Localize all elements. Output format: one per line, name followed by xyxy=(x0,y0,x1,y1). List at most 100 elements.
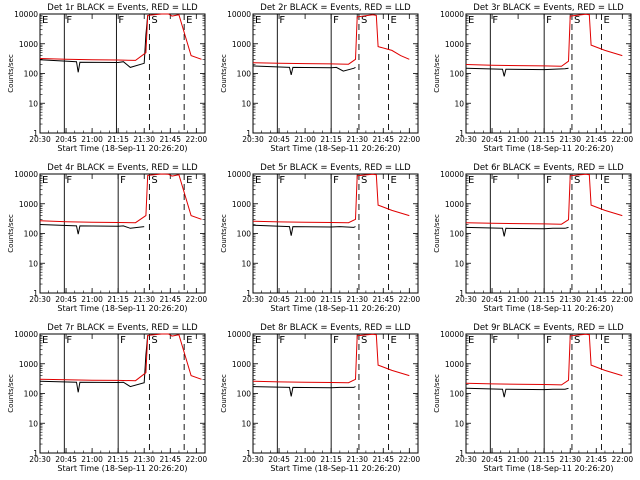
y-tick-label: 1 xyxy=(246,129,251,138)
panel-det-3: Det 3r BLACK = Events, RED = LLD 1 10 100 10… xyxy=(433,3,633,153)
x-tick-label: 20:30 xyxy=(455,455,477,464)
event-marker-label: F xyxy=(492,335,498,346)
event-marker-label: F xyxy=(66,175,72,186)
x-tick-label: 20:45 xyxy=(55,295,77,304)
event-marker-label: F xyxy=(66,335,72,346)
panel-det-1: Det 1r BLACK = Events, RED = LLD 1 10 100 10… xyxy=(7,3,207,153)
y-tick-label: 1 xyxy=(246,289,251,298)
x-tick-label: 21:45 xyxy=(372,295,394,304)
y-tick-label: 1000 xyxy=(19,360,38,369)
x-tick-label: 21:00 xyxy=(294,135,316,144)
event-marker-label: F xyxy=(279,175,285,186)
x-tick-label: 21:15 xyxy=(107,455,129,464)
y-tick-label: 1000 xyxy=(445,40,464,49)
x-tick-label: 21:45 xyxy=(159,295,181,304)
event-marker-label: F xyxy=(492,15,498,26)
panel-det-7: Det 7r BLACK = Events, RED = LLD 1 10 100 10… xyxy=(7,323,207,473)
x-tick-label: 22:00 xyxy=(399,455,421,464)
event-marker-label: S xyxy=(361,335,367,346)
x-axis-label: Start Time (18-Sep-11 20:26:20) xyxy=(270,464,400,473)
event-marker-label: S xyxy=(151,175,157,186)
series-lld-red xyxy=(465,173,623,225)
x-tick-label: 20:45 xyxy=(481,455,503,464)
y-tick-label: 10000 xyxy=(440,330,464,339)
y-tick-label: 10000 xyxy=(227,330,251,339)
x-axis-label: Start Time (18-Sep-11 20:26:20) xyxy=(57,144,187,153)
event-marker-label: S xyxy=(574,15,580,26)
y-tick-label: 10000 xyxy=(14,10,38,19)
series-lld-red xyxy=(252,173,410,224)
x-tick-label: 21:30 xyxy=(346,135,368,144)
y-tick-label: 100 xyxy=(24,230,39,239)
x-axis-label: Start Time (18-Sep-11 20:26:20) xyxy=(57,304,187,313)
x-axis-label: Start Time (18-Sep-11 20:26:20) xyxy=(483,304,613,313)
event-marker-label: F xyxy=(120,175,126,186)
x-tick-label: 21:30 xyxy=(559,135,581,144)
x-tick-label: 21:45 xyxy=(585,455,607,464)
event-marker-label: E xyxy=(603,15,609,26)
event-marker-label: E xyxy=(603,335,609,346)
event-marker-label: E xyxy=(390,175,396,186)
x-tick-label: 21:15 xyxy=(320,455,342,464)
x-tick-label: 20:30 xyxy=(29,135,51,144)
event-marker-label: S xyxy=(151,335,157,346)
y-tick-label: 10 xyxy=(241,419,251,428)
x-tick-label: 21:00 xyxy=(81,455,103,464)
panel-det-4: Det 4r BLACK = Events, RED = LLD 1 10 100 10… xyxy=(7,163,207,313)
x-tick-label: 21:00 xyxy=(81,135,103,144)
x-tick-label: 21:30 xyxy=(559,295,581,304)
x-tick-label: 22:00 xyxy=(399,135,421,144)
x-tick-label: 20:30 xyxy=(455,135,477,144)
series-events-black xyxy=(252,386,356,397)
x-axis-label: Start Time (18-Sep-11 20:26:20) xyxy=(57,464,187,473)
x-tick-label: 21:15 xyxy=(107,135,129,144)
series-lld-red xyxy=(252,333,410,384)
x-tick-label: 21:00 xyxy=(507,135,529,144)
y-tick-label: 1000 xyxy=(19,40,38,49)
event-marker-label: F xyxy=(546,15,552,26)
y-tick-label: 1 xyxy=(459,289,464,298)
event-marker-label: F xyxy=(333,175,339,186)
panel-det-5: Det 5r BLACK = Events, RED = LLD 1 10 100 10… xyxy=(220,163,420,313)
x-tick-label: 21:45 xyxy=(159,135,181,144)
x-tick-label: 21:45 xyxy=(372,135,394,144)
x-axis-label: Start Time (18-Sep-11 20:26:20) xyxy=(483,464,613,473)
series-lld-red xyxy=(39,173,202,224)
y-tick-label: 100 xyxy=(450,70,465,79)
y-tick-label: 100 xyxy=(24,390,39,399)
x-tick-label: 21:00 xyxy=(294,455,316,464)
event-marker-label: E xyxy=(255,175,261,186)
x-tick-label: 21:15 xyxy=(320,135,342,144)
event-marker-label: F xyxy=(279,15,285,26)
x-tick-label: 21:30 xyxy=(133,455,155,464)
y-tick-label: 10 xyxy=(28,99,38,108)
x-tick-label: 20:45 xyxy=(268,455,290,464)
x-tick-label: 21:30 xyxy=(559,455,581,464)
y-tick-label: 100 xyxy=(237,70,252,79)
y-tick-label: 1000 xyxy=(232,360,251,369)
x-tick-label: 22:00 xyxy=(399,295,421,304)
y-axis-label: Counts/sec xyxy=(220,214,228,253)
x-tick-label: 21:00 xyxy=(507,295,529,304)
event-marker-label: F xyxy=(118,15,124,26)
event-marker-label: F xyxy=(546,175,552,186)
x-tick-label: 22:00 xyxy=(186,135,208,144)
x-tick-label: 21:45 xyxy=(372,455,394,464)
event-marker-label: S xyxy=(574,175,580,186)
series-lld-red xyxy=(465,13,623,67)
y-tick-label: 1000 xyxy=(445,200,464,209)
event-marker-label: S xyxy=(151,15,157,26)
event-marker-label: F xyxy=(492,175,498,186)
event-marker-label: F xyxy=(546,335,552,346)
y-axis-label: Counts/sec xyxy=(433,214,441,253)
series-events-black xyxy=(252,65,356,76)
x-tick-label: 21:00 xyxy=(81,295,103,304)
series-events-black xyxy=(39,224,145,235)
panel-title: Det 1r BLACK = Events, RED = LLD xyxy=(47,3,198,13)
x-tick-label: 20:45 xyxy=(55,455,77,464)
y-tick-label: 10 xyxy=(241,259,251,268)
y-axis-label: Counts/sec xyxy=(7,214,15,253)
panel-title: Det 3r BLACK = Events, RED = LLD xyxy=(473,3,624,13)
event-marker-label: E xyxy=(255,15,261,26)
y-axis-label: Counts/sec xyxy=(433,374,441,413)
